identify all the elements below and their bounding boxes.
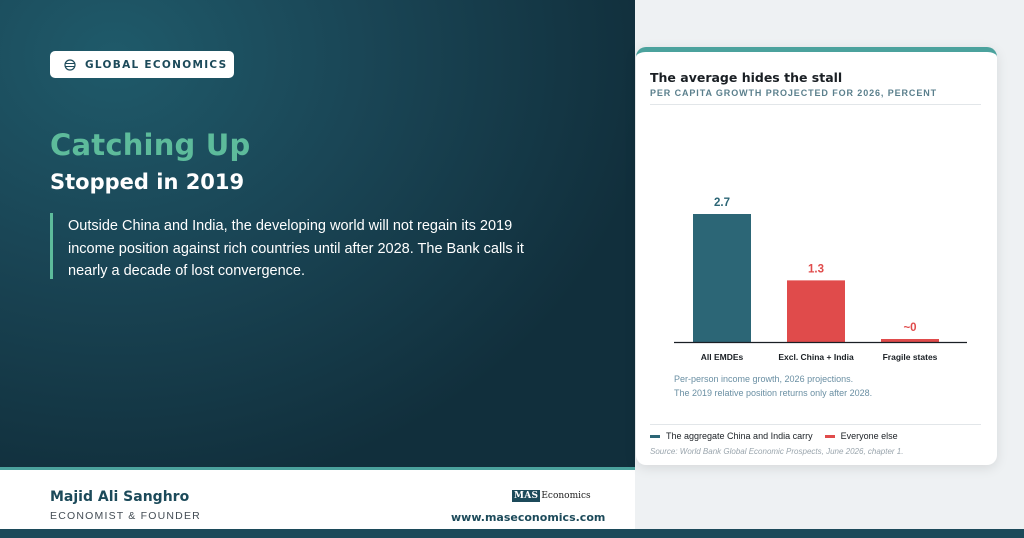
divider [650, 424, 981, 425]
headline-accent: Catching Up [50, 128, 251, 162]
legend-label: Everyone else [840, 431, 898, 441]
chart-note-line: Per-person income growth, 2026 projectio… [674, 374, 854, 384]
category-label: Excl. China + India [778, 352, 854, 362]
divider [650, 104, 981, 105]
quote-line: income position against rich countries u… [68, 240, 524, 257]
summary-quote: Outside China and India, the developing … [68, 215, 588, 283]
logo-text: Economics [541, 491, 591, 501]
author-role: ECONOMIST & FOUNDER [50, 510, 201, 522]
category-label: Fragile states [883, 352, 938, 362]
chart-card: The average hides the stall PER CAPITA G… [636, 47, 997, 465]
hero-panel: GLOBAL ECONOMICS Catching Up Stopped in … [0, 0, 635, 467]
category-tag: GLOBAL ECONOMICS [50, 51, 234, 78]
legend-swatch [650, 434, 660, 438]
chart-note: Per-person income growth, 2026 projectio… [674, 372, 872, 400]
bar-1 [787, 280, 845, 342]
legend-item: The aggregate China and India carry [650, 431, 813, 441]
legend-swatch [824, 434, 835, 438]
website-link[interactable]: www.maseconomics.com [451, 511, 606, 524]
globe-icon [64, 58, 76, 71]
author-name: Majid Ali Sanghro [50, 489, 190, 505]
chart-legend: The aggregate China and India carry Ever… [650, 431, 910, 441]
quote-accent-bar [50, 213, 53, 279]
bar-chart: 2.7 All EMDEs 1.3 Excl. China + India ~0 Frag… [674, 197, 967, 362]
brand-logo[interactable]: MAS Economics [512, 490, 591, 502]
chart-note-line: The 2019 relative position returns only … [674, 388, 873, 398]
category-tag-label: GLOBAL ECONOMICS [85, 58, 228, 71]
bar-value-label: 1.3 [808, 263, 824, 275]
bar-2 [881, 339, 939, 342]
source-note: Source: World Bank Global Economic Prosp… [650, 447, 904, 456]
footer: Majid Ali Sanghro ECONOMIST & FOUNDER MA… [0, 467, 635, 529]
quote-line: nearly a decade of lost convergence. [68, 263, 305, 279]
bar-value-label: 2.7 [714, 197, 730, 209]
bar-value-label: ~0 [903, 322, 916, 334]
logo-mark: MAS [512, 490, 541, 502]
bottom-stripe [0, 529, 1024, 538]
bar-0 [693, 214, 751, 342]
headline-main: Stopped in 2019 [50, 170, 245, 194]
quote-line: Outside China and India, the developing … [68, 218, 513, 234]
legend-item: Everyone else [824, 431, 898, 441]
legend-label: The aggregate China and India carry [666, 431, 813, 441]
category-label: All EMDEs [701, 352, 744, 362]
chart-title: The average hides the stall [650, 70, 843, 85]
chart-subtitle: PER CAPITA GROWTH PROJECTED FOR 2026, PE… [650, 88, 938, 98]
